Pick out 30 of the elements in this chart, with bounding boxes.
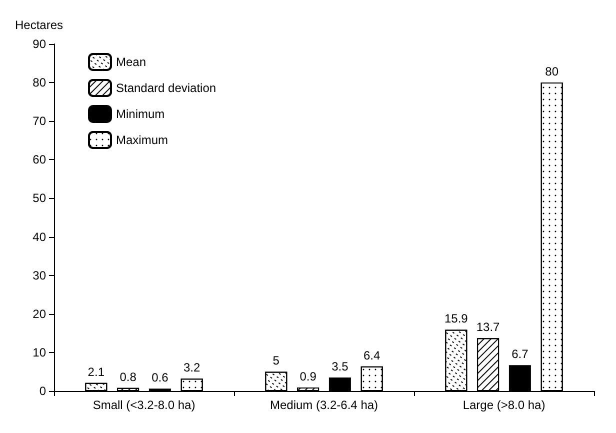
- y-tick-label: 10: [32, 345, 46, 360]
- data-label: 15.9: [444, 312, 468, 326]
- data-label: 0.6: [152, 370, 169, 385]
- data-label: 0.8: [120, 370, 137, 384]
- y-tick-label: 60: [32, 152, 46, 167]
- y-tick-label: 70: [32, 114, 46, 128]
- legend-label: Maximum: [116, 133, 168, 147]
- x-tick-label: Medium (3.2-6.4 ha): [270, 398, 378, 412]
- legend-label: Minimum: [116, 107, 165, 121]
- y-tick-label: 20: [32, 306, 46, 321]
- legend-label: Standard deviation: [116, 81, 216, 95]
- y-tick-label: 90: [32, 37, 46, 51]
- data-label: 3.2: [184, 360, 201, 375]
- y-tick-label: 50: [32, 191, 46, 206]
- y-axis-title: Hectares: [15, 18, 64, 32]
- data-label: 2.1: [88, 364, 105, 379]
- data-label: 0.9: [300, 370, 317, 384]
- y-tick-label: 40: [32, 230, 46, 244]
- data-label: 6.7: [512, 347, 529, 362]
- y-tick-label: 30: [32, 268, 46, 282]
- data-label: 13.7: [476, 320, 500, 334]
- data-label: 3.5: [332, 360, 349, 374]
- y-tick-label: 80: [32, 76, 46, 90]
- data-label: 80: [545, 64, 559, 79]
- x-tick-label: Small (<3.2-8.0 ha): [92, 398, 196, 412]
- data-label: 6.4: [364, 348, 381, 362]
- data-label: 5: [272, 354, 280, 368]
- legend-label: Mean: [116, 55, 146, 69]
- x-tick-label: Large (>8.0 ha): [462, 398, 546, 412]
- y-tick-label: 0: [39, 384, 46, 398]
